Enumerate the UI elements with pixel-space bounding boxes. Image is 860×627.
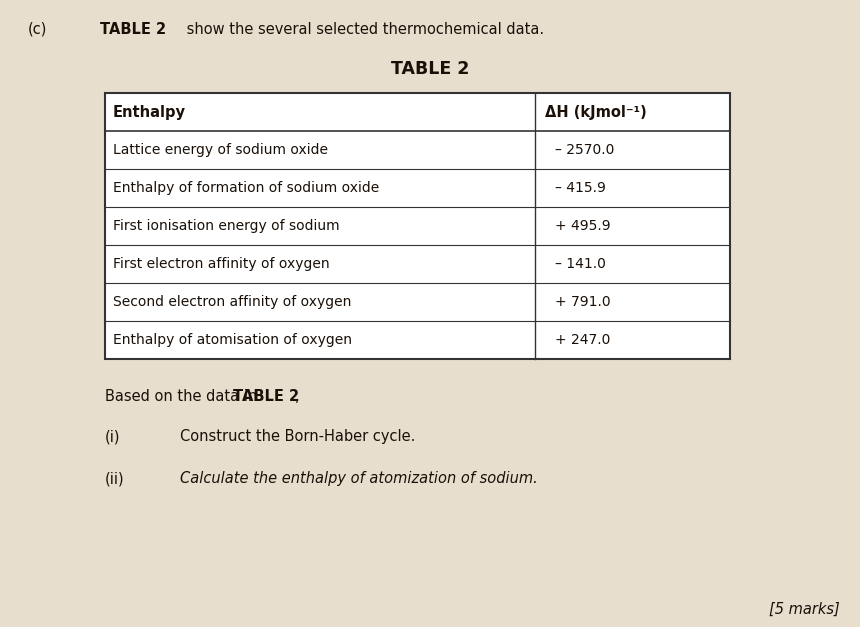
Text: ΔH (kJmol⁻¹): ΔH (kJmol⁻¹) xyxy=(545,105,647,120)
Text: – 2570.0: – 2570.0 xyxy=(555,143,614,157)
Text: – 141.0: – 141.0 xyxy=(555,257,606,271)
Text: (ii): (ii) xyxy=(105,471,125,486)
Text: Second electron affinity of oxygen: Second electron affinity of oxygen xyxy=(113,295,352,309)
Text: Enthalpy: Enthalpy xyxy=(113,105,186,120)
Text: [5 marks]: [5 marks] xyxy=(769,602,840,617)
Text: show the several selected thermochemical data.: show the several selected thermochemical… xyxy=(182,22,544,37)
Bar xyxy=(105,93,730,359)
Text: Calculate the enthalpy of atomization of sodium.: Calculate the enthalpy of atomization of… xyxy=(180,471,538,486)
Text: First ionisation energy of sodium: First ionisation energy of sodium xyxy=(113,219,340,233)
Text: (i): (i) xyxy=(105,429,120,444)
Text: TABLE 2: TABLE 2 xyxy=(390,60,470,78)
Text: Enthalpy of atomisation of oxygen: Enthalpy of atomisation of oxygen xyxy=(113,333,352,347)
Text: Construct the Born-Haber cycle.: Construct the Born-Haber cycle. xyxy=(180,429,415,444)
Text: TABLE 2: TABLE 2 xyxy=(100,22,166,37)
Text: (c): (c) xyxy=(28,22,47,37)
Text: + 247.0: + 247.0 xyxy=(555,333,611,347)
Text: Lattice energy of sodium oxide: Lattice energy of sodium oxide xyxy=(113,143,328,157)
Text: Enthalpy of formation of sodium oxide: Enthalpy of formation of sodium oxide xyxy=(113,181,379,195)
Text: – 415.9: – 415.9 xyxy=(555,181,606,195)
Text: First electron affinity of oxygen: First electron affinity of oxygen xyxy=(113,257,329,271)
Text: TABLE 2: TABLE 2 xyxy=(233,389,299,404)
Text: + 495.9: + 495.9 xyxy=(555,219,611,233)
Text: Based on the data in: Based on the data in xyxy=(105,389,262,404)
Text: + 791.0: + 791.0 xyxy=(555,295,611,309)
Text: ,: , xyxy=(295,389,299,404)
